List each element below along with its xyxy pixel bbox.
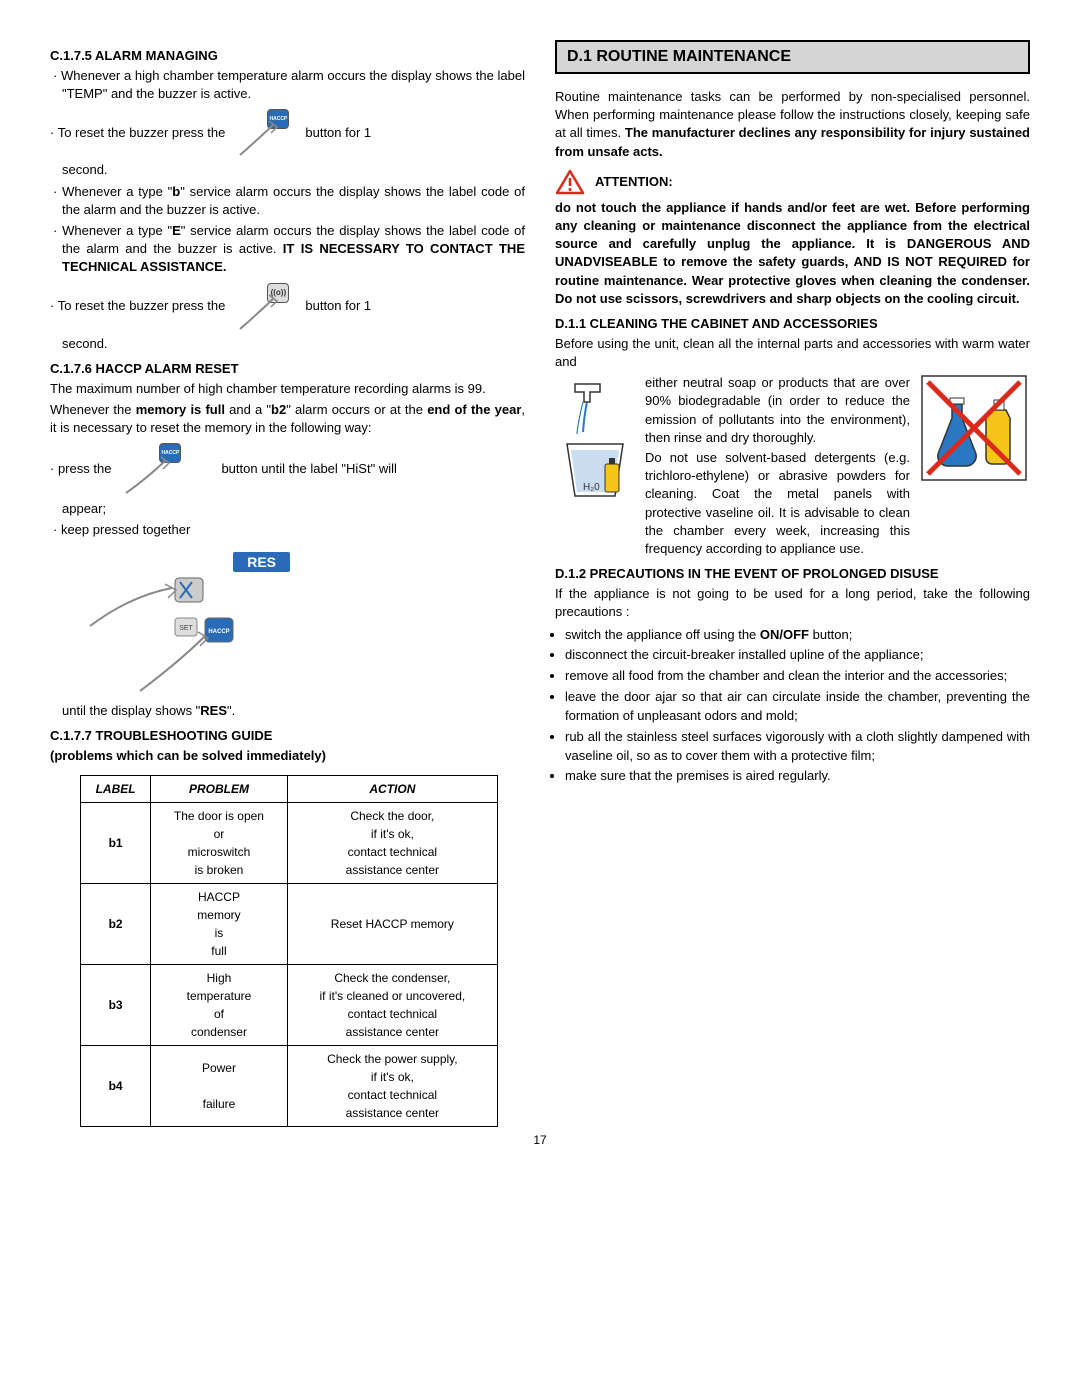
res-illustration: RES HACCP SET bbox=[80, 546, 300, 696]
th-label: LABEL bbox=[81, 776, 151, 803]
b: b2 bbox=[271, 402, 286, 417]
reset-row-2: · To reset the buzzer press the ((o)) bu… bbox=[50, 281, 525, 331]
t: press the bbox=[58, 461, 111, 476]
cell-label: b3 bbox=[81, 965, 151, 1046]
list-item: make sure that the premises is aired reg… bbox=[565, 767, 1030, 786]
text: second. bbox=[50, 335, 525, 353]
text: second. bbox=[50, 161, 525, 179]
svg-text:SET: SET bbox=[179, 625, 193, 632]
no-chemicals-illustration bbox=[920, 374, 1030, 485]
cell-action: Check the door,if it's ok,contact techni… bbox=[287, 803, 497, 884]
heading-c175: C.1.7.5 ALARM MANAGING bbox=[50, 48, 525, 63]
haccp-button-illustration-2: HACCP bbox=[121, 441, 211, 496]
text: Whenever a high chamber temperature alar… bbox=[61, 68, 525, 101]
t: until the display shows " bbox=[62, 703, 200, 718]
list-item: leave the door ajar so that air can circ… bbox=[565, 688, 1030, 726]
water-bucket-illustration: H₂0 bbox=[555, 374, 635, 507]
t: either neutral soap or products that are… bbox=[645, 375, 910, 445]
cell-problem: Hightemperatureofcondenser bbox=[151, 965, 288, 1046]
d12-list: switch the appliance off using the ON/OF… bbox=[555, 626, 1030, 787]
table-row: b3HightemperatureofcondenserCheck the co… bbox=[81, 965, 498, 1046]
table-row: b4Power failureCheck the power supply,if… bbox=[81, 1046, 498, 1127]
t: " alarm occurs or at the bbox=[286, 402, 427, 417]
cell-action: Check the condenser,if it's cleaned or u… bbox=[287, 965, 497, 1046]
page-number: 17 bbox=[50, 1133, 1030, 1147]
heading-c177: C.1.7.7 TROUBLESHOOTING GUIDE bbox=[50, 728, 525, 743]
until-res: until the display shows "RES". bbox=[50, 702, 525, 720]
troubleshooting-table: LABEL PROBLEM ACTION b1The door is openo… bbox=[80, 775, 498, 1127]
routine-maintenance-header: D.1 ROUTINE MAINTENANCE bbox=[555, 40, 1030, 74]
svg-text:HACCP: HACCP bbox=[208, 629, 229, 635]
d11-lead: Before using the unit, clean all the int… bbox=[555, 335, 1030, 371]
t: Whenever a type " bbox=[62, 223, 172, 238]
bold: E bbox=[172, 223, 181, 238]
attention-body: do not touch the appliance if hands and/… bbox=[555, 199, 1030, 308]
left-column: C.1.7.5 ALARM MANAGING · Whenever a high… bbox=[50, 40, 525, 1127]
th-action: ACTION bbox=[287, 776, 497, 803]
c176-p1: The maximum number of high chamber tempe… bbox=[50, 380, 525, 398]
list-item: remove all food from the chamber and cle… bbox=[565, 667, 1030, 686]
manual-page: C.1.7.5 ALARM MANAGING · Whenever a high… bbox=[50, 40, 1030, 1127]
right-column: D.1 ROUTINE MAINTENANCE Routine maintena… bbox=[555, 40, 1030, 1127]
intro: Routine maintenance tasks can be perform… bbox=[555, 88, 1030, 161]
c175-para-e: · Whenever a type "E" service alarm occu… bbox=[50, 222, 525, 277]
c175-para-1: · Whenever a high chamber temperature al… bbox=[50, 67, 525, 103]
b: memory is full bbox=[136, 402, 225, 417]
t: Whenever the bbox=[50, 402, 136, 417]
text: · press the bbox=[50, 461, 111, 476]
table-row: b2HACCPmemoryisfullReset HACCP memory bbox=[81, 884, 498, 965]
c175-para-b: · Whenever a type "b" service alarm occu… bbox=[50, 183, 525, 219]
press-row: · press the HACCP button until the label… bbox=[50, 441, 525, 496]
attention-label: ATTENTION: bbox=[595, 174, 673, 189]
svg-text:H₂0: H₂0 bbox=[583, 482, 600, 493]
b: end of the year bbox=[427, 402, 521, 417]
list-item: switch the appliance off using the ON/OF… bbox=[565, 626, 1030, 645]
cell-problem: Power failure bbox=[151, 1046, 288, 1127]
cell-action: Check the power supply,if it's ok,contac… bbox=[287, 1046, 497, 1127]
text: · To reset the buzzer press the bbox=[50, 298, 225, 313]
alarm-button-illustration: ((o)) bbox=[235, 281, 295, 331]
cell-problem: The door is openormicroswitchis broken bbox=[151, 803, 288, 884]
t: Whenever a type " bbox=[62, 184, 172, 199]
haccp-button-illustration: HACCP bbox=[235, 107, 295, 157]
c177-sub: (problems which can be solved immediatel… bbox=[50, 747, 525, 765]
table-row: b1The door is openormicroswitchis broken… bbox=[81, 803, 498, 884]
cell-label: b4 bbox=[81, 1046, 151, 1127]
text: · To reset the buzzer press the bbox=[50, 125, 225, 140]
d11-illustration-row: H₂0 either neutral soap or products that… bbox=[555, 374, 1030, 558]
text: button for 1 bbox=[305, 125, 371, 140]
th-problem: PROBLEM bbox=[151, 776, 288, 803]
warning-icon bbox=[555, 169, 585, 195]
table-header-row: LABEL PROBLEM ACTION bbox=[81, 776, 498, 803]
t: To reset the buzzer press the bbox=[58, 298, 226, 313]
cell-problem: HACCPmemoryisfull bbox=[151, 884, 288, 965]
d12-lead: If the appliance is not going to be used… bbox=[555, 585, 1030, 621]
heading-d12: D.1.2 PRECAUTIONS IN THE EVENT OF PROLON… bbox=[555, 566, 1030, 581]
heading-d11: D.1.1 CLEANING THE CABINET AND ACCESSORI… bbox=[555, 316, 1030, 331]
b: The manufacturer declines any responsibi… bbox=[555, 125, 1030, 158]
d11-mid-text: either neutral soap or products that are… bbox=[645, 374, 910, 558]
cell-action: Reset HACCP memory bbox=[287, 884, 497, 965]
reset-row-1: · To reset the buzzer press the HACCP bu… bbox=[50, 107, 525, 157]
b: RES bbox=[200, 703, 227, 718]
t: keep pressed together bbox=[61, 522, 190, 537]
attention-row: ATTENTION: bbox=[555, 169, 1030, 195]
t: and a " bbox=[225, 402, 271, 417]
text: button until the label "HiSt" will bbox=[221, 461, 396, 476]
t: ". bbox=[227, 703, 235, 718]
cell-label: b1 bbox=[81, 803, 151, 884]
text: button for 1 bbox=[305, 298, 371, 313]
text: appear; bbox=[50, 500, 525, 518]
keep-pressed: · keep pressed together bbox=[50, 521, 525, 539]
heading-c176: C.1.7.6 HACCP ALARM RESET bbox=[50, 361, 525, 376]
list-item: rub all the stainless steel surfaces vig… bbox=[565, 728, 1030, 766]
cell-label: b2 bbox=[81, 884, 151, 965]
list-item: disconnect the circuit-breaker installed… bbox=[565, 646, 1030, 665]
d11-after: Do not use solvent-based detergents (e.g… bbox=[645, 449, 910, 558]
t: To reset the buzzer press the bbox=[58, 125, 226, 140]
res-badge: RES bbox=[233, 552, 290, 572]
c176-p2: Whenever the memory is full and a "b2" a… bbox=[50, 401, 525, 437]
